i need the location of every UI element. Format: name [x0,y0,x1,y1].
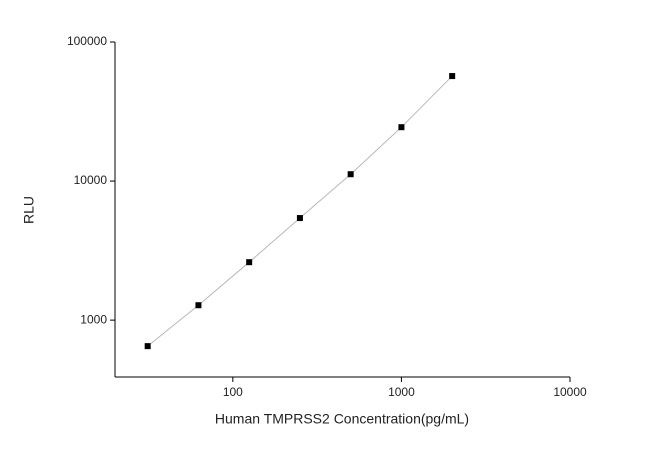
point [195,302,202,309]
y-tick-label: 1000 [80,312,107,326]
x-axis-title: Human TMPRSS2 Concentration(pg/mL) [215,411,469,427]
x-tick-label: 1000 [388,385,415,399]
y-tick-label: 100000 [67,34,107,48]
y-axis-title: RLU [21,196,37,224]
point [144,343,151,350]
point [398,124,405,131]
y-tick-label: 10000 [74,173,108,187]
fit-line [147,75,453,347]
x-tick-label: 10000 [553,385,587,399]
point [296,215,303,222]
x-tick-label: 100 [223,385,243,399]
point [449,73,456,80]
point [246,259,253,266]
point [347,171,354,178]
